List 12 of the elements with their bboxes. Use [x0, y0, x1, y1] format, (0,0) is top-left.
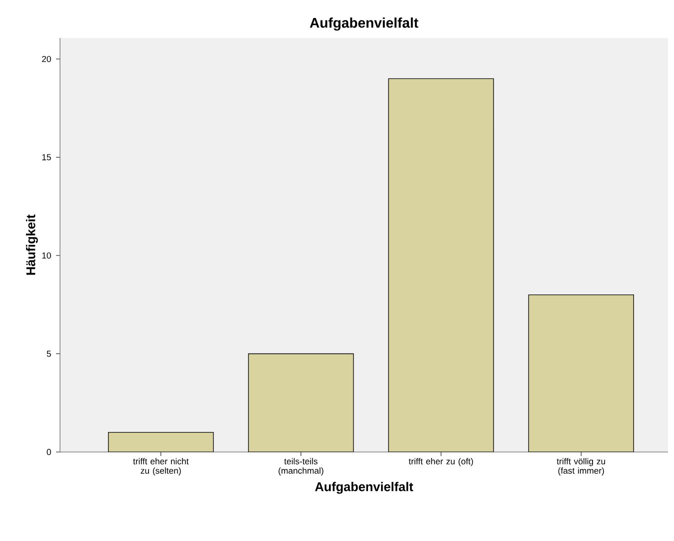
y-tick-label: 20: [42, 56, 51, 62]
chart-title: Aufgabenvielfalt: [310, 18, 418, 31]
x-tick-label: trifft eher zu (oft): [408, 458, 473, 466]
y-tick-label: 15: [42, 154, 51, 160]
y-tick-label: 10: [42, 252, 51, 259]
x-tick-label: teils-teils (manchmal): [278, 458, 324, 476]
y-tick-label: 0: [46, 448, 51, 456]
x-tick-label: trifft eher nicht zu (selten): [133, 458, 189, 476]
x-tick-label: trifft völlig zu (fast immer): [556, 458, 606, 476]
y-axis-title: Häufigkeit: [26, 214, 38, 275]
x-axis-title: Aufgabenvielfalt: [315, 482, 414, 494]
y-tick-label: 5: [46, 350, 51, 357]
